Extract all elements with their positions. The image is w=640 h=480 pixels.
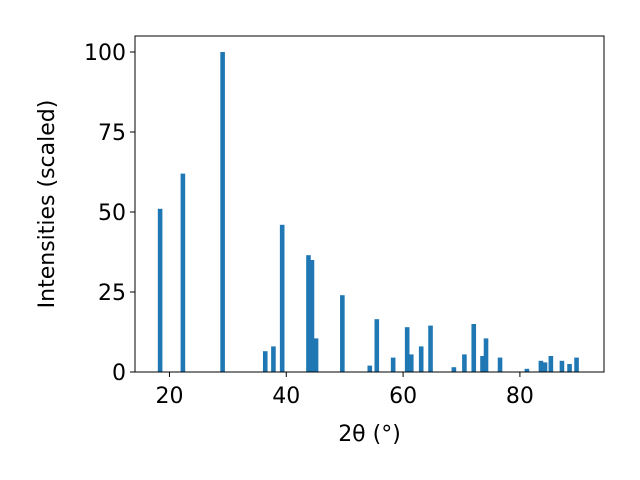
bar bbox=[538, 360, 544, 372]
bar bbox=[271, 346, 276, 372]
bar bbox=[340, 295, 345, 372]
y-tick-label: 0 bbox=[112, 361, 126, 386]
x-axis-ticks: 20 40 60 80 bbox=[155, 372, 534, 409]
bar bbox=[548, 356, 554, 372]
bar bbox=[390, 357, 396, 372]
x-tick-label: 40 bbox=[272, 384, 300, 409]
bars bbox=[157, 52, 579, 372]
y-axis-ticks: 0 25 50 75 100 bbox=[84, 41, 135, 386]
bar bbox=[408, 354, 414, 372]
bar bbox=[497, 357, 503, 372]
y-tick-label: 50 bbox=[98, 201, 126, 226]
bar bbox=[567, 364, 572, 372]
bar bbox=[404, 327, 410, 372]
bar bbox=[367, 365, 373, 372]
bar bbox=[418, 346, 424, 372]
y-tick-label: 25 bbox=[98, 281, 126, 306]
plot-frame bbox=[134, 35, 605, 373]
bar bbox=[279, 224, 285, 372]
bar bbox=[574, 357, 579, 372]
bar bbox=[483, 338, 489, 372]
plot-background bbox=[135, 36, 604, 372]
bar bbox=[157, 208, 163, 372]
y-tick-label: 75 bbox=[98, 121, 126, 146]
bar bbox=[220, 52, 225, 372]
bar bbox=[471, 324, 477, 372]
bar bbox=[374, 319, 380, 372]
bar bbox=[262, 351, 268, 372]
x-axis-label: 2θ (°) bbox=[338, 422, 401, 447]
bar bbox=[462, 354, 467, 372]
x-tick-label: 60 bbox=[389, 384, 417, 409]
x-tick-label: 20 bbox=[155, 384, 183, 409]
bar bbox=[428, 325, 433, 372]
y-axis-label: Intensities (scaled) bbox=[35, 100, 60, 309]
bar bbox=[306, 255, 311, 372]
bar bbox=[480, 356, 485, 372]
y-tick-label: 100 bbox=[84, 41, 126, 66]
x-tick-label: 80 bbox=[506, 384, 534, 409]
bar bbox=[180, 173, 186, 372]
bar bbox=[524, 368, 530, 372]
bar bbox=[559, 360, 565, 372]
bar bbox=[313, 338, 319, 372]
bar bbox=[309, 260, 315, 372]
bar bbox=[451, 367, 457, 372]
bar bbox=[542, 362, 548, 372]
